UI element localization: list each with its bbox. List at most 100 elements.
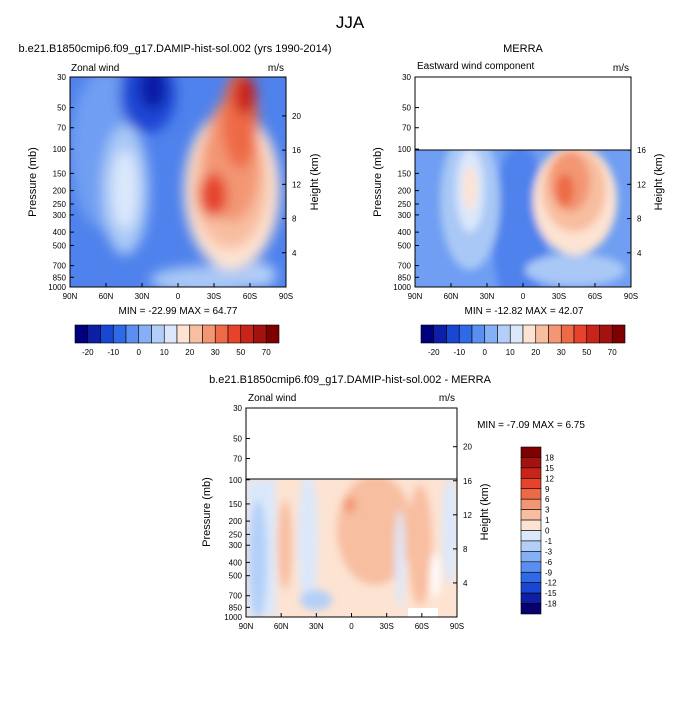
- y-tick-label: 500: [398, 241, 412, 250]
- y-tick-label: 30: [233, 404, 242, 413]
- height-tick-label: 20: [463, 443, 472, 452]
- colorbar-swatch: [484, 324, 498, 344]
- colorbar-swatch: [520, 592, 542, 604]
- panel-model-x-ticks: 90N 60N 30N 0 30S 60S 90S: [63, 283, 293, 301]
- panel-obs-title: MERRA: [503, 43, 543, 55]
- x-tick-label: 90N: [408, 292, 423, 301]
- height-tick-label: 4: [292, 249, 297, 258]
- colorbar-label: -9: [545, 568, 553, 577]
- colorbar-swatch: [151, 324, 165, 344]
- height-tick-label: 8: [637, 215, 642, 224]
- colorbar-swatch: [520, 446, 542, 458]
- colorbar-swatch: [240, 324, 254, 344]
- y-tick-label: 400: [53, 228, 67, 237]
- colorbar-swatch: [520, 457, 542, 469]
- y-tick-label: 200: [229, 517, 243, 526]
- colorbar-label: -6: [545, 558, 553, 567]
- y-tick-label: 150: [53, 169, 67, 178]
- y-tick-label: 50: [402, 104, 411, 113]
- colorbar-swatch: [471, 324, 486, 344]
- colorbar-label: 20: [185, 348, 194, 357]
- colorbar-swatch: [265, 324, 280, 344]
- colorbar-swatch: [548, 324, 562, 344]
- colorbar-swatch: [433, 324, 447, 344]
- y-tick-label: 150: [398, 169, 412, 178]
- y-tick-label: 300: [229, 541, 243, 550]
- y-tick-label: 500: [229, 572, 243, 581]
- height-tick-label: 16: [637, 146, 646, 155]
- colorbar-label: -10: [107, 348, 119, 357]
- colorbar-label: 70: [262, 348, 271, 357]
- y-tick-label: 1000: [393, 283, 411, 292]
- colorbar-label: 0: [545, 527, 550, 536]
- colorbar-swatch: [520, 478, 542, 490]
- panel-diff-subtitle-left: Zonal wind: [248, 393, 296, 404]
- y-tick-label: 250: [53, 200, 67, 209]
- panel-model-ylabel-right: Height (km): [309, 154, 321, 211]
- colorbar-swatch: [520, 498, 542, 510]
- panel-diff-title: b.e21.B1850cmip6.f09_g17.DAMIP-hist-sol.…: [209, 374, 492, 386]
- y-tick-label: 400: [229, 558, 243, 567]
- height-tick-label: 16: [292, 146, 301, 155]
- x-tick-label: 0: [521, 292, 526, 301]
- colorbar-swatch: [586, 324, 600, 344]
- y-tick-label: 250: [229, 530, 243, 539]
- panel-diff-ylabel-right: Height (km): [479, 484, 491, 541]
- height-tick-label: 4: [463, 579, 468, 588]
- colorbar-swatch: [253, 324, 267, 344]
- x-tick-label: 90S: [450, 622, 464, 631]
- panel-obs-colorbar: -20 -10 0 10 20 30 50 70: [420, 324, 626, 357]
- panel-model-stats: MIN = -22.99 MAX = 64.77: [119, 306, 238, 317]
- colorbar-swatch: [458, 324, 473, 344]
- panel-diff-x-ticks: 90N 60N 30N 0 30S 60S 90S: [239, 613, 464, 631]
- y-tick-label: 500: [53, 241, 67, 250]
- panel-model: b.e21.B1850cmip6.f09_g17.DAMIP-hist-sol.…: [18, 43, 331, 357]
- panel-model-colorbar: -20 -10 0 10 20 30 50 70: [74, 324, 280, 357]
- colorbar-swatch: [520, 561, 542, 573]
- panel-obs: MERRA Eastward wind component m/s 30 50 70…: [372, 43, 665, 357]
- colorbar-label: 18: [545, 453, 554, 462]
- y-tick-label: 70: [402, 124, 411, 133]
- y-tick-label: 70: [233, 455, 242, 464]
- colorbar-label: 6: [545, 495, 550, 504]
- y-tick-label: 300: [53, 211, 67, 220]
- colorbar-swatch: [509, 324, 524, 344]
- colorbar-swatch: [599, 324, 613, 344]
- x-tick-label: 60N: [444, 292, 459, 301]
- x-tick-label: 30S: [207, 292, 221, 301]
- colorbar-swatch: [87, 324, 101, 344]
- colorbar-label: -1: [545, 537, 553, 546]
- colorbar-label: 10: [506, 348, 515, 357]
- panel-obs-ylabel: Pressure (mb): [372, 147, 384, 217]
- colorbar-swatch: [520, 488, 542, 500]
- panel-model-subtitle-left: Zonal wind: [71, 63, 119, 74]
- y-tick-label: 100: [398, 145, 412, 154]
- colorbar-label: 50: [236, 348, 245, 357]
- panel-diff-field: [246, 479, 457, 617]
- height-tick-label: 8: [463, 545, 468, 554]
- colorbar-swatch: [446, 324, 460, 344]
- colorbar-label: -12: [545, 579, 557, 588]
- x-tick-label: 0: [176, 292, 181, 301]
- colorbar-swatch: [611, 324, 626, 344]
- x-tick-label: 60S: [243, 292, 257, 301]
- x-tick-label: 30N: [135, 292, 150, 301]
- colorbar-swatch: [520, 571, 542, 583]
- colorbar-swatch: [535, 324, 549, 344]
- y-tick-label: 50: [233, 434, 242, 443]
- height-tick-label: 16: [463, 477, 472, 486]
- panel-diff-ylabel: Pressure (mb): [201, 477, 213, 547]
- panel-obs-subtitle-right: m/s: [613, 63, 629, 74]
- panel-obs-height-ticks: 16 12 8 4: [627, 146, 646, 258]
- figure-title: JJA: [336, 13, 365, 32]
- colorbar-swatch: [125, 324, 140, 344]
- panel-model-subtitle-right: m/s: [268, 63, 284, 74]
- y-tick-label: 100: [53, 145, 67, 154]
- x-tick-label: 60S: [415, 622, 429, 631]
- x-tick-label: 30N: [309, 622, 324, 631]
- colorbar-label: 10: [160, 348, 169, 357]
- colorbar-label: 50: [582, 348, 591, 357]
